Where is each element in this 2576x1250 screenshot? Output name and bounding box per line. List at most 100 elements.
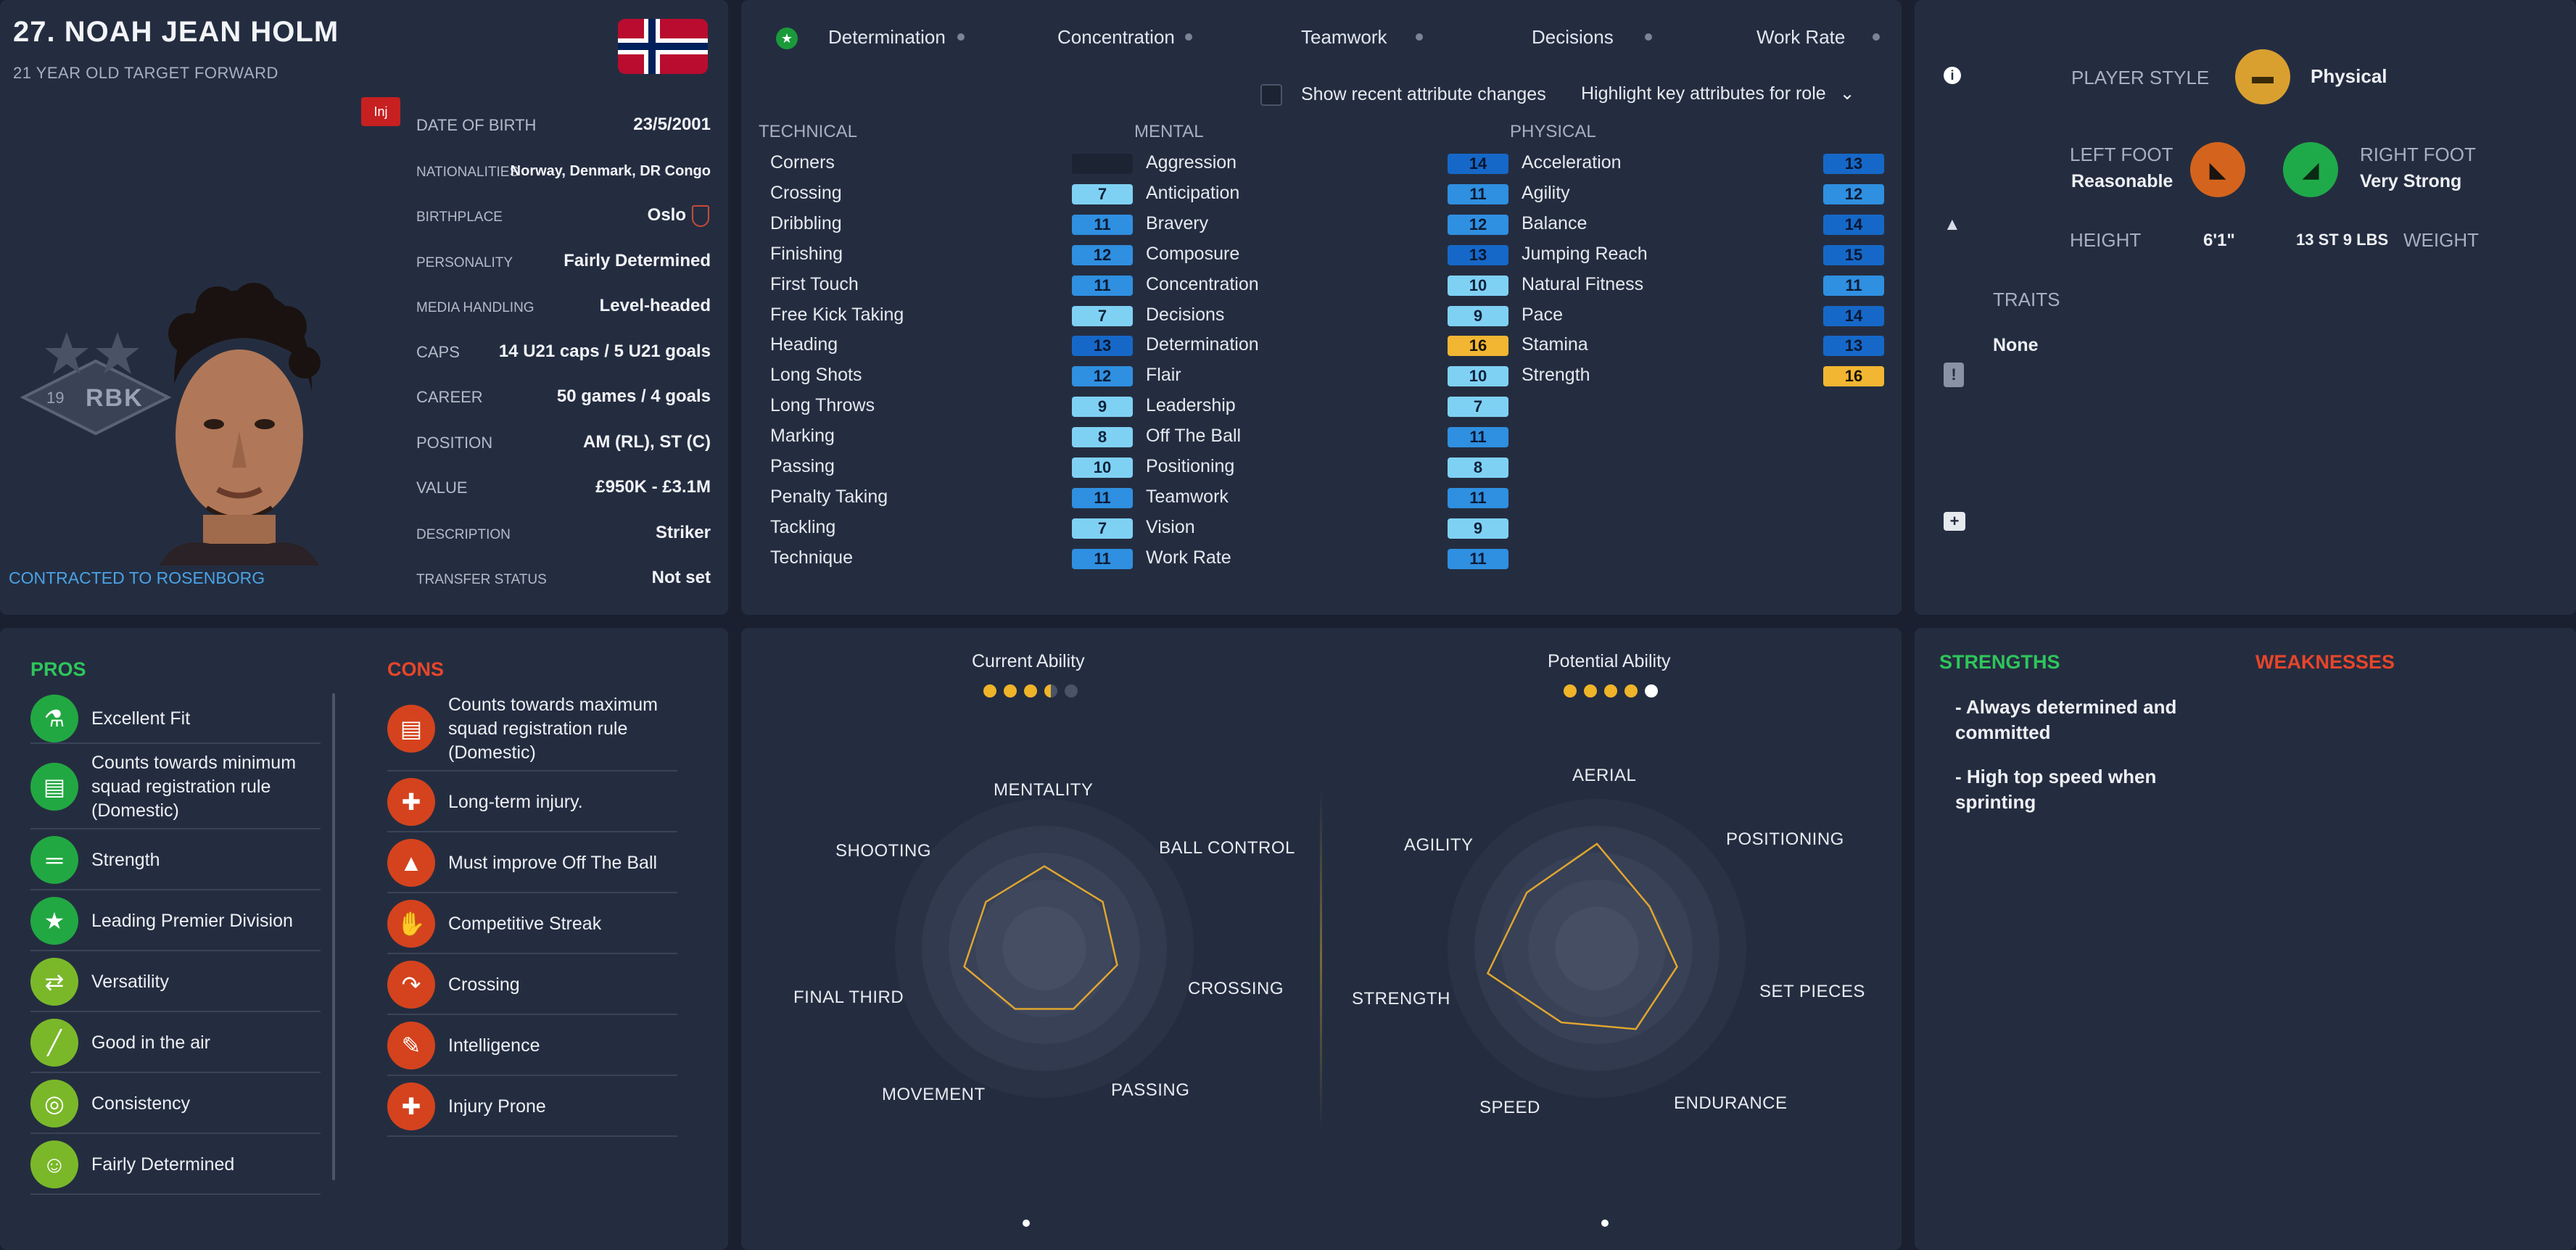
ability-star-icon — [983, 684, 996, 698]
pros-scrollbar[interactable] — [332, 693, 335, 1180]
mental-attribute-row[interactable]: Anticipation 11 — [1146, 178, 1508, 209]
page-indicator-right[interactable] — [1601, 1220, 1609, 1227]
info-row-value: £950K - £3.1M — [595, 477, 711, 497]
pro-item[interactable]: ▤ Counts towards minimum squad registrati… — [30, 744, 321, 829]
con-item[interactable]: ✚ Long-term injury. — [387, 771, 677, 832]
contract-status[interactable]: CONTRACTED TO ROSENBORG — [9, 568, 265, 587]
mental-attribute-row[interactable]: Concentration 10 — [1146, 270, 1508, 300]
physical-attribute-row[interactable]: Natural Fitness 11 — [1522, 270, 1884, 300]
mental-attribute-row[interactable]: Leadership 7 — [1146, 391, 1508, 421]
mental-attribute-row[interactable]: Aggression 14 — [1146, 148, 1508, 178]
technical-attribute-row[interactable]: Marking 8 — [770, 421, 1133, 452]
con-item[interactable]: ↷ Crossing — [387, 954, 677, 1015]
con-item[interactable]: ✚ Injury Prone — [387, 1076, 677, 1137]
mental-attribute-row[interactable]: Work Rate 11 — [1146, 543, 1508, 574]
attribute-value: 12 — [1823, 183, 1884, 204]
mental-attribute-row[interactable]: Composure 13 — [1146, 239, 1508, 270]
pro-item[interactable]: ◎ Consistency — [30, 1073, 321, 1134]
technical-attribute-row[interactable]: Finishing 12 — [770, 239, 1133, 270]
info-row: DESCRIPTION Striker — [416, 511, 711, 556]
mental-attribute-row[interactable]: Positioning 8 — [1146, 452, 1508, 482]
divider — [387, 1135, 677, 1137]
radar-ring — [1555, 906, 1639, 990]
technical-title: TECHNICAL — [759, 122, 858, 141]
physical-attribute-row[interactable]: Agility 12 — [1522, 178, 1884, 209]
physical-attribute-row[interactable]: Pace 14 — [1522, 300, 1884, 331]
technical-attribute-row[interactable]: Technique 11 — [770, 543, 1133, 574]
star-icon: ★ — [30, 897, 78, 945]
target-icon: ◎ — [30, 1080, 78, 1127]
info-icon[interactable]: i — [1944, 67, 1961, 84]
key-attribute-determination[interactable]: Determination — [828, 26, 946, 48]
injury-badge[interactable]: Inj — [361, 97, 400, 126]
physical-attribute-row[interactable]: Stamina 13 — [1522, 330, 1884, 360]
pro-item[interactable]: ═ Strength — [30, 829, 321, 890]
flask-icon: ⚗ — [30, 695, 78, 742]
divider — [30, 889, 321, 890]
technical-attribute-row[interactable]: Penalty Taking 11 — [770, 482, 1133, 513]
key-attribute-teamwork[interactable]: Teamwork — [1301, 26, 1387, 48]
technical-attribute-row[interactable]: Dribbling 11 — [770, 209, 1133, 239]
boot-icon[interactable]: ▲ — [1944, 215, 1961, 234]
right-foot-value: Very Strong — [2360, 171, 2462, 191]
key-attribute-decisions[interactable]: Decisions — [1532, 26, 1614, 48]
con-label: Competitive Streak — [448, 913, 602, 934]
club-logo-text: RBK — [86, 384, 144, 412]
mental-attribute-row[interactable]: Determination 16 — [1146, 330, 1508, 360]
attribute-name: First Touch — [770, 273, 859, 294]
pro-item[interactable]: ⚗ Excellent Fit — [30, 693, 321, 744]
attribute-name: Heading — [770, 334, 838, 355]
pro-item[interactable]: ★ Leading Premier Division — [30, 890, 321, 951]
technical-attribute-row[interactable]: Passing 10 — [770, 452, 1133, 482]
traits-label: TRAITS — [1993, 289, 2060, 310]
info-row: POSITION AM (RL), ST (C) — [416, 421, 711, 465]
technical-attribute-row[interactable]: Corners 3 — [770, 148, 1133, 178]
attribute-name: Penalty Taking — [770, 486, 888, 507]
medical-kit-icon[interactable]: + — [1944, 512, 1965, 531]
right-boot-icon: ◢ — [2283, 142, 2338, 197]
highlight-role-dropdown[interactable]: Highlight key attributes for role ⌄ — [1581, 83, 1855, 104]
physical-attribute-row[interactable]: Acceleration 13 — [1522, 148, 1884, 178]
pro-item[interactable]: ╱ Good in the air — [30, 1012, 321, 1073]
mental-attribute-row[interactable]: Off The Ball 11 — [1146, 421, 1508, 452]
alert-icon[interactable]: ! — [1944, 363, 1964, 387]
radar-axis-label: FINAL THIRD — [793, 988, 904, 1007]
mental-attribute-row[interactable]: Vision 9 — [1146, 513, 1508, 543]
wand-icon: ╱ — [30, 1019, 78, 1067]
radar-axis-label: SHOOTING — [835, 841, 932, 861]
technical-attribute-row[interactable]: Long Throws 9 — [770, 391, 1133, 421]
physical-attribute-row[interactable]: Balance 14 — [1522, 209, 1884, 239]
page-indicator-left[interactable] — [1023, 1220, 1030, 1227]
show-changes-checkbox[interactable] — [1260, 84, 1282, 106]
mental-attribute-row[interactable]: Decisions 9 — [1146, 300, 1508, 331]
technical-attribute-row[interactable]: Crossing 7 — [770, 178, 1133, 209]
technical-attribute-row[interactable]: Long Shots 12 — [770, 360, 1133, 391]
info-row: TRANSFER STATUS Not set — [416, 556, 711, 601]
attribute-name: Tackling — [770, 516, 836, 537]
physical-attribute-row[interactable]: Jumping Reach 15 — [1522, 239, 1884, 270]
pro-item[interactable]: ⇄ Versatility — [30, 951, 321, 1012]
pro-item[interactable]: ☺ Fairly Determined — [30, 1134, 321, 1195]
key-attribute-concentration[interactable]: Concentration — [1057, 26, 1175, 48]
mental-attribute-row[interactable]: Flair 10 — [1146, 360, 1508, 391]
con-item[interactable]: ✎ Intelligence — [387, 1015, 677, 1076]
key-attribute-work-rate[interactable]: Work Rate — [1756, 26, 1846, 48]
info-row: NATIONALITIES Norway, Denmark, DR Congo — [416, 149, 711, 194]
show-changes-label[interactable]: Show recent attribute changes — [1301, 84, 1546, 104]
current-ability-stars — [983, 684, 1085, 701]
con-item[interactable]: ✋ Competitive Streak — [387, 893, 677, 954]
technical-attribute-row[interactable]: Heading 13 — [770, 330, 1133, 360]
technical-attribute-row[interactable]: Free Kick Taking 7 — [770, 300, 1133, 331]
con-label: Must improve Off The Ball — [448, 852, 658, 873]
technical-attribute-row[interactable]: First Touch 11 — [770, 270, 1133, 300]
physical-attribute-row[interactable]: Strength 16 — [1522, 360, 1884, 391]
attribute-name: Finishing — [770, 243, 843, 264]
mental-attribute-row[interactable]: Bravery 12 — [1146, 209, 1508, 239]
technical-attribute-row[interactable]: Tackling 7 — [770, 513, 1133, 543]
con-item[interactable]: ▤ Counts towards maximum squad registrati… — [387, 686, 677, 771]
con-item[interactable]: ▲ Must improve Off The Ball — [387, 832, 677, 893]
info-row-value: 14 U21 caps / 5 U21 goals — [498, 341, 711, 361]
info-row-value: Not set — [651, 568, 711, 587]
mental-attribute-row[interactable]: Teamwork 11 — [1146, 482, 1508, 513]
key-attribute-star-icon: ★ — [776, 28, 798, 49]
